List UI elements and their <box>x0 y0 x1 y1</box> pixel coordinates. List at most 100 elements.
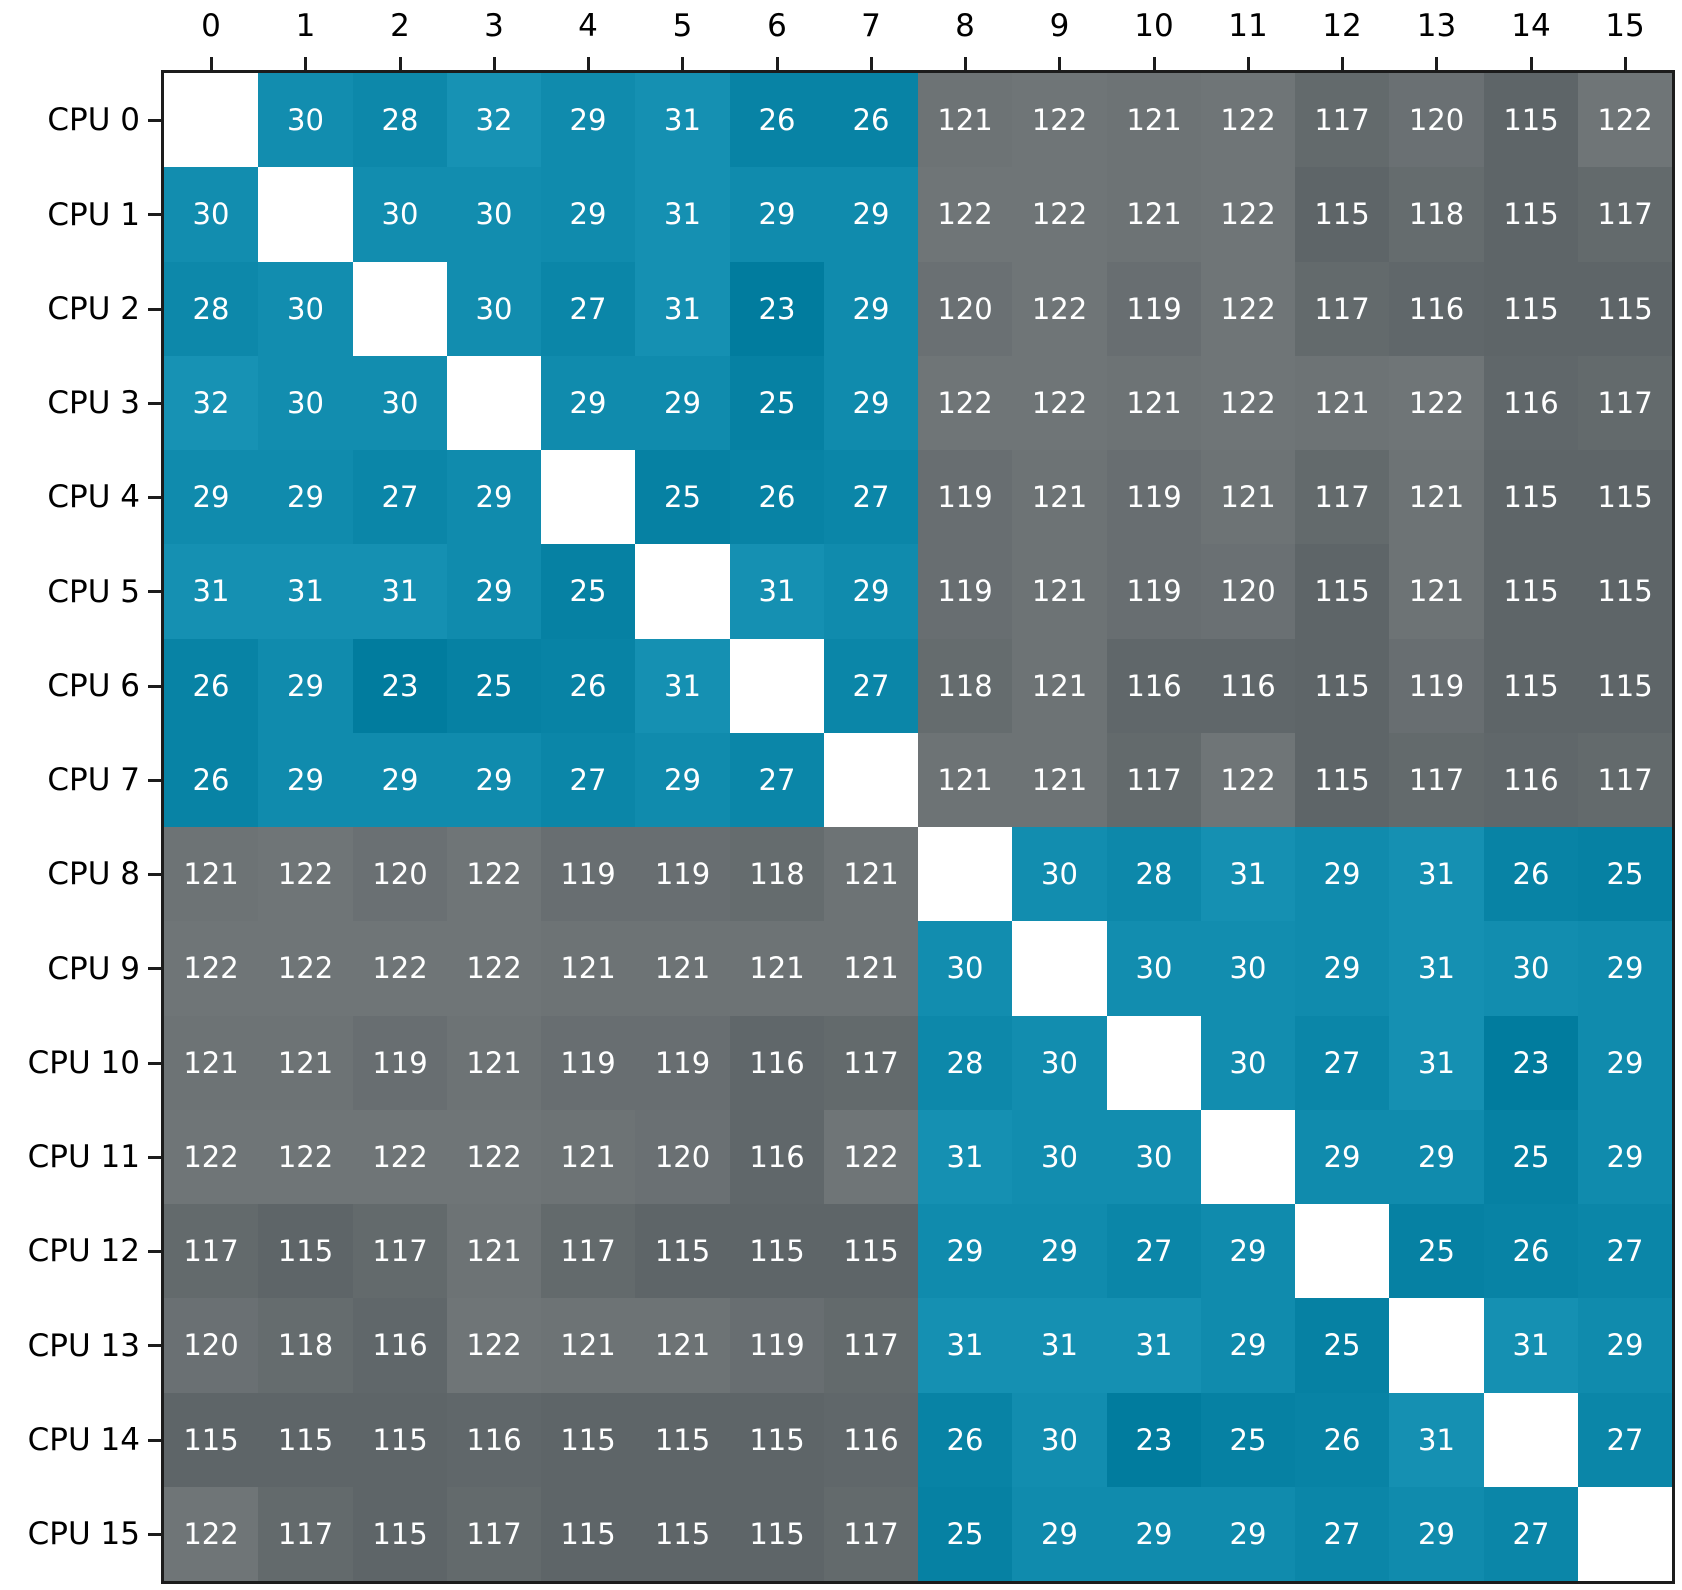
x-tick-mark <box>398 57 402 70</box>
matrix-cell: 26 <box>1484 1204 1578 1298</box>
matrix-cell: 29 <box>1107 1487 1201 1581</box>
y-tick-mark <box>148 213 161 216</box>
matrix-cell: 29 <box>1201 1487 1295 1581</box>
y-tick-label: CPU 1 <box>47 196 140 233</box>
matrix-cell: 121 <box>164 1016 258 1110</box>
matrix-cell: 121 <box>541 1298 635 1393</box>
y-tick-mark <box>148 118 161 122</box>
matrix-cell: 29 <box>447 544 541 639</box>
y-tick-label: CPU 10 <box>27 1045 140 1081</box>
matrix-cell: 117 <box>258 1487 353 1581</box>
matrix-cell: 31 <box>1012 1298 1107 1393</box>
matrix-cell: 29 <box>1578 1110 1672 1204</box>
matrix-cell: 115 <box>1484 544 1578 639</box>
matrix-cell: 117 <box>1389 733 1484 827</box>
matrix-cell: 30 <box>353 356 447 450</box>
matrix-cell: 29 <box>1295 827 1389 921</box>
matrix-cell: 117 <box>1295 73 1389 167</box>
matrix-cell: 27 <box>730 733 824 827</box>
heatmap-plot-area: 30 28 32 29 31 26 26 121 122 121 122 117 120 115 122 30… <box>161 70 1675 1584</box>
matrix-cell: 122 <box>164 921 258 1016</box>
matrix-cell: 29 <box>730 167 824 262</box>
x-tick-label: 14 <box>1511 8 1551 44</box>
matrix-cell: 121 <box>824 921 918 1016</box>
matrix-cell: 32 <box>164 356 258 450</box>
matrix-cell: 115 <box>1578 450 1672 544</box>
matrix-cell: 122 <box>1201 356 1295 450</box>
matrix-cell: 122 <box>1012 73 1107 167</box>
matrix-cell: 116 <box>1107 639 1201 733</box>
matrix-cell: 28 <box>918 1016 1012 1110</box>
y-tick-mark <box>148 495 161 499</box>
matrix-cell: 118 <box>258 1298 353 1393</box>
matrix-cell: 30 <box>1012 1016 1107 1110</box>
matrix-cell: 121 <box>1012 544 1107 639</box>
matrix-cell: 121 <box>918 733 1012 827</box>
matrix-cell: 26 <box>918 1393 1012 1487</box>
matrix-cell: 119 <box>353 1016 447 1110</box>
matrix-cell: 121 <box>447 1204 541 1298</box>
matrix-cell: 115 <box>1484 167 1578 262</box>
matrix-diagonal-cell <box>541 450 635 544</box>
matrix-cell: 117 <box>1107 733 1201 827</box>
matrix-cell: 120 <box>164 1298 258 1393</box>
matrix-cell: 115 <box>1578 262 1672 356</box>
matrix-cell: 119 <box>1107 450 1201 544</box>
matrix-cell: 122 <box>1012 167 1107 262</box>
x-tick-mark <box>681 57 684 70</box>
matrix-cell: 121 <box>541 921 635 1016</box>
x-tick-mark <box>492 57 496 70</box>
matrix-cell: 27 <box>353 450 447 544</box>
y-tick-mark <box>148 1061 161 1065</box>
matrix-cell: 119 <box>635 827 730 921</box>
y-tick-label: CPU 7 <box>47 762 140 798</box>
y-tick-label: CPU 8 <box>47 856 140 892</box>
matrix-cell: 26 <box>730 450 824 544</box>
matrix-cell: 115 <box>1578 639 1672 733</box>
matrix-cell: 115 <box>635 1204 730 1298</box>
matrix-diagonal-cell <box>1201 1110 1295 1204</box>
matrix-cell: 117 <box>824 1487 918 1581</box>
matrix-cell: 25 <box>447 639 541 733</box>
y-tick-label: CPU 2 <box>47 291 140 327</box>
matrix-cell: 26 <box>541 639 635 733</box>
matrix-cell: 121 <box>258 1016 353 1110</box>
y-tick-label: CPU 15 <box>27 1516 140 1552</box>
matrix-cell: 23 <box>730 262 824 356</box>
matrix-cell: 115 <box>1295 167 1389 262</box>
matrix-cell: 25 <box>730 356 824 450</box>
matrix-cell: 115 <box>541 1487 635 1581</box>
matrix-cell: 29 <box>258 639 353 733</box>
x-tick-label: 7 <box>861 8 881 44</box>
y-tick-mark <box>148 1155 161 1159</box>
y-tick-label: CPU 3 <box>47 385 140 421</box>
matrix-cell: 115 <box>541 1393 635 1487</box>
matrix-cell: 122 <box>1201 262 1295 356</box>
matrix-cell: 117 <box>824 1298 918 1393</box>
matrix-cell: 118 <box>1389 167 1484 262</box>
matrix-cell: 28 <box>353 73 447 167</box>
matrix-cell: 117 <box>824 1016 918 1110</box>
matrix-cell: 30 <box>447 262 541 356</box>
matrix-cell: 29 <box>824 544 918 639</box>
x-tick-label: 4 <box>578 8 598 44</box>
matrix-cell: 31 <box>1389 1016 1484 1110</box>
matrix-cell: 30 <box>1107 1110 1201 1204</box>
matrix-cell: 29 <box>541 356 635 450</box>
matrix-cell: 31 <box>918 1110 1012 1204</box>
y-tick-mark <box>148 1532 161 1536</box>
matrix-cell: 29 <box>824 262 918 356</box>
matrix-cell: 122 <box>353 921 447 1016</box>
x-tick-label: 6 <box>767 8 787 44</box>
y-tick-label: CPU 6 <box>47 668 140 704</box>
y-tick-label: CPU 14 <box>27 1422 140 1458</box>
y-tick-label: CPU 0 <box>47 102 140 138</box>
matrix-cell: 121 <box>1012 733 1107 827</box>
matrix-cell: 121 <box>1107 167 1201 262</box>
matrix-cell: 122 <box>918 356 1012 450</box>
y-tick-label: CPU 13 <box>27 1327 140 1364</box>
matrix-cell: 115 <box>635 1487 730 1581</box>
matrix-cell: 31 <box>1107 1298 1201 1393</box>
matrix-cell: 25 <box>1484 1110 1578 1204</box>
matrix-cell: 122 <box>1012 262 1107 356</box>
